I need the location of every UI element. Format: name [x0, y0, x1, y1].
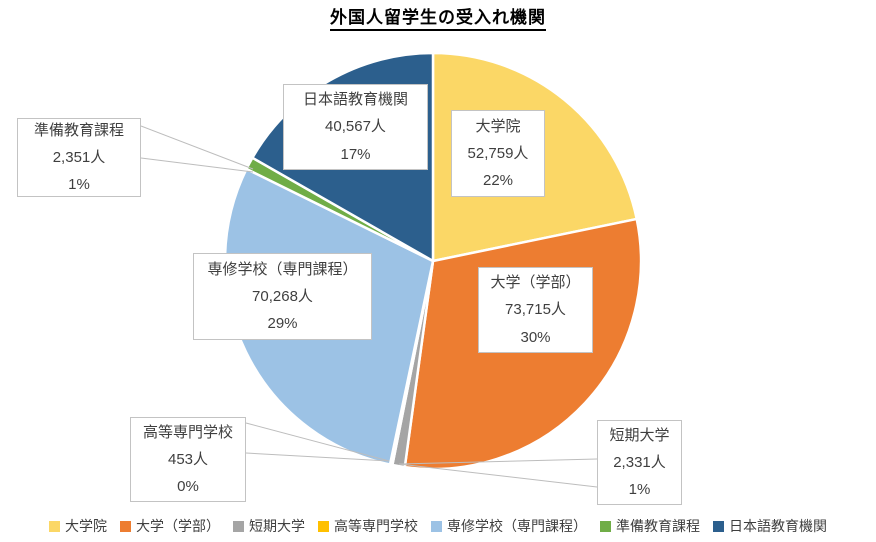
- legend-label: 短期大学: [249, 518, 305, 534]
- callout-leader-line: [398, 463, 598, 488]
- legend-label: 日本語教育機関: [729, 518, 827, 534]
- legend-label: 大学（学部）: [136, 518, 220, 534]
- callout-label: 専修学校（専門課程）: [207, 260, 358, 278]
- legend-label: 準備教育課程: [616, 518, 700, 534]
- callout-percent: 17%: [340, 145, 371, 163]
- callout-count: 40,567人: [325, 118, 386, 136]
- callout-leader-line: [140, 125, 254, 170]
- callout-leader-line: [245, 452, 390, 462]
- callout-kosen: 高等専門学校 453人 0%: [130, 417, 246, 502]
- callout-count: 73,715人: [505, 301, 566, 319]
- callout-percent: 30%: [520, 328, 551, 346]
- callout-daigakuin: 大学院 52,759人 22%: [451, 110, 545, 197]
- legend-item-kosen: 高等専門学校: [318, 516, 418, 536]
- legend-label: 大学院: [65, 518, 107, 534]
- chart-title: 外国人留学生の受入れ機関: [0, 3, 876, 31]
- callout-nihongo-kyoiku: 日本語教育機関 40,567人 17%: [283, 84, 428, 170]
- callout-percent: 1%: [628, 481, 651, 499]
- callout-label: 短期大学: [609, 426, 670, 444]
- callout-leader-line: [140, 157, 254, 173]
- legend: 大学院 大学（学部） 短期大学 高等専門学校 専修学校（専門課程） 準備教育課程…: [0, 516, 876, 536]
- legend-swatch-kosen: [318, 520, 329, 532]
- callout-leader-line: [245, 422, 390, 462]
- callout-label: 日本語教育機関: [302, 91, 408, 109]
- callout-senshu-gakko: 専修学校（専門課程） 70,268人 29%: [193, 253, 372, 340]
- legend-swatch-tanki-daigaku: [233, 520, 244, 532]
- legend-item-daigaku-gakubu: 大学（学部）: [120, 516, 220, 536]
- callout-tanki-daigaku: 短期大学 2,331人 1%: [597, 420, 682, 505]
- callout-daigaku-gakubu: 大学（学部） 73,715人 30%: [478, 267, 593, 353]
- legend-item-tanki-daigaku: 短期大学: [233, 516, 305, 536]
- callout-label: 準備教育課程: [33, 121, 124, 139]
- legend-label: 高等専門学校: [334, 518, 418, 534]
- legend-item-nihongo-kyoiku: 日本語教育機関: [713, 516, 827, 536]
- legend-swatch-daigakuin: [49, 520, 60, 532]
- callout-count: 2,351人: [52, 148, 106, 166]
- callout-percent: 22%: [482, 172, 514, 190]
- legend-swatch-nihongo-kyoiku: [713, 520, 724, 532]
- callout-count: 2,331人: [613, 453, 666, 471]
- callout-percent: 29%: [267, 315, 298, 333]
- callout-label: 高等専門学校: [142, 423, 233, 441]
- callout-label: 大学（学部）: [490, 274, 581, 292]
- legend-item-daigakuin: 大学院: [49, 516, 107, 536]
- legend-item-junbi-kyoiku: 準備教育課程: [600, 516, 700, 536]
- callout-junbi-kyoiku: 準備教育課程 2,351人 1%: [17, 118, 141, 197]
- callout-count: 52,759人: [467, 144, 529, 162]
- callout-count: 70,268人: [252, 287, 313, 305]
- callout-count: 453人: [167, 450, 209, 468]
- legend-swatch-senshu-gakko: [431, 520, 442, 532]
- callout-leader-line: [398, 458, 598, 465]
- legend-item-senshu-gakko: 専修学校（専門課程）: [431, 516, 587, 536]
- callout-percent: 0%: [177, 478, 199, 496]
- legend-swatch-junbi-kyoiku: [600, 520, 611, 532]
- callout-label: 大学院: [475, 117, 521, 135]
- legend-label: 専修学校（専門課程）: [447, 518, 587, 534]
- legend-swatch-daigaku-gakubu: [120, 520, 131, 532]
- callout-percent: 1%: [68, 176, 90, 194]
